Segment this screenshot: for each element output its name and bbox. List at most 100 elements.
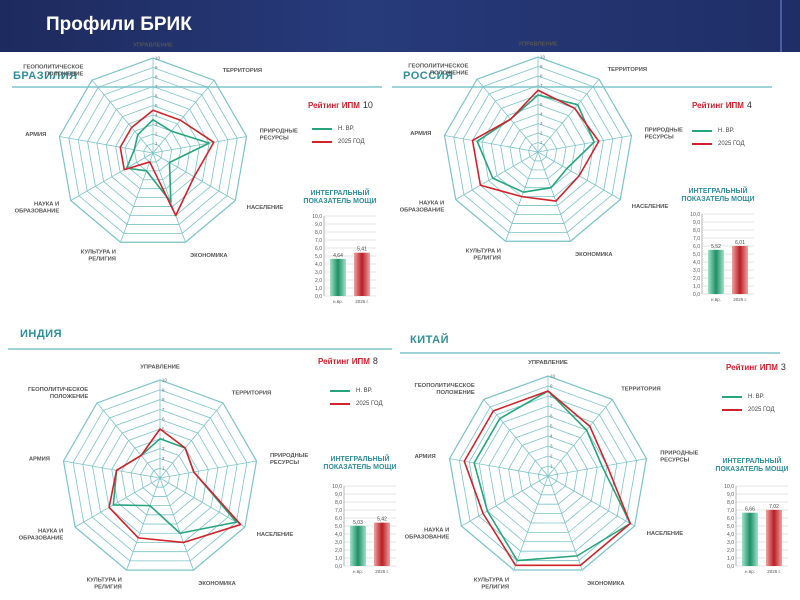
bar-tick: 4,0 — [315, 262, 322, 268]
legend-item-forecast: 2025 ГОД — [312, 135, 365, 148]
axis-label: ПРИРОДНЫЕ РЕСУРСЫ — [270, 453, 308, 466]
grid-ring — [462, 75, 614, 224]
bar-tick: 1,0 — [727, 556, 734, 562]
bar-tick: 6,0 — [727, 516, 734, 522]
axis-label: УПРАВЛЕНИЕ — [518, 42, 558, 48]
rating: Рейтинг ИПМ 4 — [692, 100, 752, 110]
bar-tick: 2,0 — [315, 278, 322, 284]
rating: Рейтинг ИПМ 8 — [318, 356, 378, 366]
scale-tick: 10 — [550, 374, 556, 379]
rating-value: 10 — [362, 100, 373, 110]
grid-ring — [92, 408, 228, 543]
bar-tick: 3,0 — [693, 268, 700, 274]
axis-spoke — [449, 458, 549, 477]
axis-label: НАСЕЛЕНИЕ — [257, 532, 294, 538]
scale-tick: 9 — [540, 64, 543, 69]
scale-tick: 3 — [550, 444, 553, 449]
axis-spoke — [159, 477, 246, 528]
legend-swatch-forecast — [692, 142, 712, 145]
scale-tick: 4 — [540, 112, 543, 117]
grid-ring — [111, 428, 209, 525]
country-title: КИТАЙ — [410, 334, 449, 346]
scale-tick: 10 — [540, 55, 546, 60]
scale-tick: 9 — [155, 65, 158, 70]
country-title: ИНДИЯ — [20, 328, 62, 340]
rating-label: Рейтинг ИПМ — [692, 101, 744, 110]
grid-ring — [453, 66, 623, 233]
axis-spoke — [159, 402, 224, 479]
bar-tick: 2,0 — [727, 548, 734, 554]
legend-item-forecast: 2025 ГОД — [722, 403, 775, 416]
axis-spoke — [152, 79, 215, 154]
axis-label: ТЕРРИТОРИЯ — [608, 67, 647, 73]
grid-ring — [537, 465, 559, 486]
axis-label: ТЕРРИТОРИЯ — [223, 68, 262, 74]
bar-value-label: 6,66 — [745, 507, 755, 513]
axis-spoke — [152, 152, 186, 243]
rating-value: 3 — [780, 362, 786, 372]
bar-value-label: 6,01 — [735, 240, 745, 246]
axis-spoke — [159, 460, 257, 479]
scale-tick: 3 — [155, 122, 158, 127]
scale-tick: 1 — [550, 464, 553, 469]
grid-ring — [68, 67, 238, 234]
ipm-bar-chart: 0,0 1,0 2,0 3,0 4,0 5,0 6,0 7,0 8,0 9,0 10,0 4,64 н.… — [312, 214, 376, 304]
grid-ring — [488, 415, 608, 533]
grid-ring — [458, 385, 638, 561]
scale-tick: 7 — [540, 83, 543, 88]
panel-russia: РОССИЯ УПРАВЛЕНИЕ ТЕРРИТОРИЯ ПРИРОДНЫЕ РЕСУ… — [392, 42, 800, 337]
axis-label: ЭКОНОМИКА — [190, 253, 228, 259]
legend-item-current: Н. ВР. — [692, 124, 745, 137]
grid-ring — [490, 104, 586, 198]
rating-label: Рейтинг ИПМ — [308, 101, 360, 110]
ipm-title: ИНТЕГРАЛЬНЫЙ ПОКАЗАТЕЛЬ МОЩИ — [303, 190, 377, 205]
axis-label: УПРАВЛЕНИЕ — [140, 364, 180, 370]
grid-ring — [72, 389, 248, 562]
rating: Рейтинг ИПМ 3 — [726, 362, 786, 372]
panel-india: ИНДИЯ УПРАВЛЕНИЕ ТЕРРИТОРИЯ ПРИРОДНЫЕ РЕСУР… — [0, 320, 400, 595]
scale-tick: 2 — [162, 456, 165, 461]
grid-ring — [96, 95, 210, 207]
bar-tick: 10,0 — [332, 484, 342, 490]
grid-ring — [478, 405, 618, 543]
bar-tick: 3,0 — [315, 270, 322, 276]
axis-spoke — [547, 475, 635, 527]
legend-label-current: Н. ВР. — [748, 393, 765, 400]
legend-swatch-current — [330, 389, 350, 392]
bar-forecast — [374, 522, 390, 566]
rating-value: 8 — [372, 356, 378, 366]
scale-tick: 7 — [162, 407, 165, 412]
scale-tick: 5 — [155, 103, 158, 108]
bar-tick: 3,0 — [727, 540, 734, 546]
ipm-bar-chart: 0,0 1,0 2,0 3,0 4,0 5,0 6,0 7,0 8,0 9,0 10,0 5,52 н.… — [690, 212, 754, 302]
bar-tick: 2,0 — [335, 548, 342, 554]
bar-forecast — [766, 509, 782, 566]
bar-value-label: 5,41 — [357, 247, 367, 253]
axis-label: ЭКОНОМИКА — [198, 581, 236, 587]
bar-tick: 9,0 — [693, 220, 700, 226]
bar-tick: 5,0 — [335, 524, 342, 530]
bar-forecast — [354, 252, 370, 296]
bar-tick: 5,0 — [315, 254, 322, 260]
radar-chart: УПРАВЛЕНИЕ ТЕРРИТОРИЯ ПРИРОДНЫЕ РЕСУРСЫ НАСЕ… — [19, 364, 309, 590]
bar-tick: 7,0 — [315, 238, 322, 244]
axis-spoke — [126, 477, 161, 571]
bar-current — [708, 249, 724, 294]
scale-tick: 8 — [540, 74, 543, 79]
grid-ring — [105, 105, 201, 199]
bar-tick: 7,0 — [727, 508, 734, 514]
scale-tick: 1 — [540, 140, 543, 145]
bar-value-label: 5,42 — [377, 517, 387, 523]
bar-tick: 2,0 — [693, 276, 700, 282]
bar-tick: 0,0 — [693, 292, 700, 298]
legend-swatch-current — [722, 395, 742, 398]
axis-spoke — [120, 152, 154, 243]
legend-label-current: Н. ВР. — [338, 125, 355, 132]
ipm-bar-chart: 0,0 1,0 2,0 3,0 4,0 5,0 6,0 7,0 8,0 9,0 10,0 5,03 н.… — [332, 484, 396, 574]
axis-spoke — [547, 399, 613, 477]
axis-label: КУЛЬТУРА И РЕЛИГИЯ — [474, 578, 509, 591]
scale-tick: 1 — [155, 141, 158, 146]
scale-tick: 6 — [550, 414, 553, 419]
bar-tick: 1,0 — [335, 556, 342, 562]
scale-tick: 3 — [540, 121, 543, 126]
